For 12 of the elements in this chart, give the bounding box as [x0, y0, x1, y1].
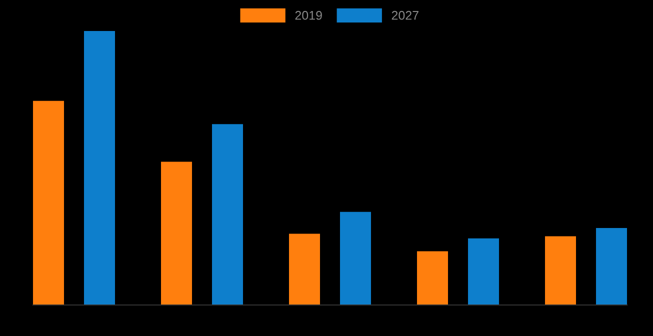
legend-label: 2019	[295, 10, 322, 20]
bar	[340, 212, 371, 305]
bar	[212, 124, 243, 305]
bar	[417, 251, 448, 305]
bar	[468, 238, 499, 305]
bar	[545, 236, 576, 305]
bar	[84, 31, 115, 305]
legend-label: 2027	[392, 10, 418, 20]
bar	[289, 234, 320, 305]
bar	[596, 228, 627, 305]
bar	[161, 162, 192, 305]
bar	[33, 100, 64, 305]
